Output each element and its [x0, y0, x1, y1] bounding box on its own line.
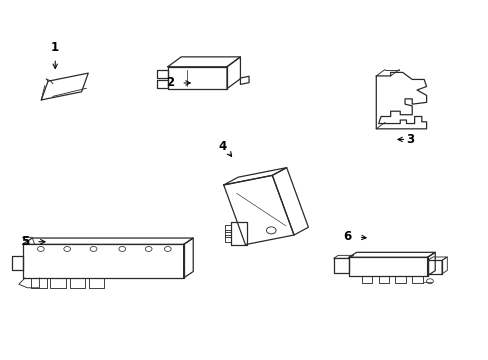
- Text: 3: 3: [405, 133, 413, 146]
- Text: 6: 6: [343, 230, 351, 243]
- Text: 1: 1: [51, 41, 59, 54]
- Text: 5: 5: [21, 235, 29, 248]
- Text: 4: 4: [218, 140, 226, 153]
- Text: 2: 2: [166, 76, 174, 90]
